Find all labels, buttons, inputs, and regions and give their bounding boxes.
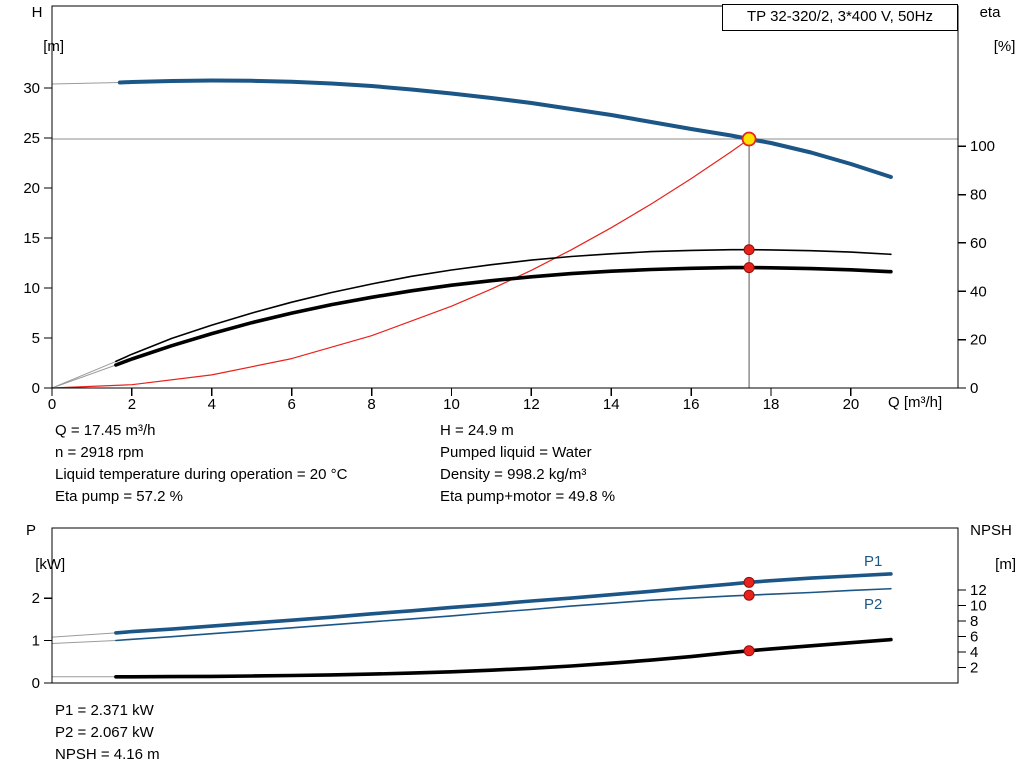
right-axis-tick-label: 12 (970, 582, 987, 599)
x-axis-tick-label: 20 (843, 396, 860, 413)
right-axis-tick-label: 100 (970, 138, 995, 155)
duty-info-right: H = 24.9 m Pumped liquid = Water Density… (440, 420, 615, 508)
x-axis-tick-label: 10 (443, 396, 460, 413)
plot-frame (51, 5, 959, 389)
curve-value-marker (743, 645, 755, 657)
left-axis-tick-label: 2 (32, 590, 40, 607)
head-axis-label: H [m] (14, 4, 64, 55)
p2-curve (115, 587, 892, 642)
npsh-axis-symbol: NPSH (970, 522, 1012, 539)
p1-curve-label: P1 (864, 553, 883, 570)
left-axis-tick-label: 20 (23, 180, 40, 197)
info-flow: Q = 17.45 m³/h (55, 422, 156, 439)
right-axis-tick-label: 40 (970, 283, 987, 300)
right-axis-tick-label: 60 (970, 235, 987, 252)
info-pumped-liquid: Pumped liquid = Water (440, 444, 592, 461)
x-axis-tick-label: 8 (367, 396, 375, 413)
right-axis-tick-label: 4 (970, 644, 978, 661)
info-p2: P2 = 2.067 kW (55, 724, 154, 741)
npsh-axis-unit: [m] (995, 556, 1017, 573)
head-curve-lead (51, 82, 120, 85)
info-liquid-temp: Liquid temperature during operation = 20… (55, 466, 348, 483)
right-axis-tick-label: 6 (970, 629, 978, 646)
info-npsh: NPSH = 4.16 m (55, 746, 160, 763)
eta-pump-curve (115, 248, 892, 363)
info-speed: n = 2918 rpm (55, 444, 144, 461)
power-axis-label: P [kW] (6, 522, 65, 573)
right-axis-tick-label: 20 (970, 332, 987, 349)
x-axis-tick-label: 0 (48, 396, 56, 413)
x-axis-tick-label: 16 (683, 396, 700, 413)
eta-pump-curve-lead (51, 360, 117, 389)
p2-curve-label: P2 (864, 596, 883, 613)
curve-value-marker (743, 262, 755, 274)
p1-curve-lead (51, 632, 116, 638)
info-p1: P1 = 2.371 kW (55, 702, 154, 719)
p1-curve (114, 572, 893, 635)
plot-frame (51, 527, 959, 684)
curve-value-marker (743, 576, 755, 588)
x-axis-tick-label: 4 (208, 396, 216, 413)
info-head: H = 24.9 m (440, 422, 514, 439)
eta-axis-symbol: eta (979, 4, 1001, 21)
left-axis-tick-label: 0 (32, 675, 40, 692)
npsh-axis-label: NPSH [m] (962, 522, 1020, 573)
npsh-curve (114, 637, 893, 679)
left-axis-tick-label: 25 (23, 130, 40, 147)
right-axis-tick-label: 80 (970, 187, 987, 204)
head-axis-unit: [m] (43, 38, 65, 55)
info-density: Density = 998.2 kg/m³ (440, 466, 587, 483)
left-axis-tick-label: 15 (23, 230, 40, 247)
right-axis-tick-label: 0 (970, 380, 978, 397)
head-efficiency-chart: 0 5 10 15 20 25 30 0 20 40 60 80 100 0 2 4 6 8 10 12 14 16 18 2… (23, 5, 995, 413)
duty-info-bottom: P1 = 2.371 kW P2 = 2.067 kW NPSH = 4.16 … (55, 700, 160, 766)
eta-pump-motor-curve (114, 265, 893, 367)
head-axis-symbol: H (31, 4, 43, 21)
left-axis-tick-label: 30 (23, 80, 40, 97)
left-axis-tick-label: 0 (32, 380, 40, 397)
power-axis-symbol: P (25, 522, 36, 539)
right-axis-tick-label: 2 (970, 660, 978, 677)
eta-axis-unit: [%] (993, 38, 1016, 55)
right-axis-tick-label: 10 (970, 598, 987, 615)
duty-info-left: Q = 17.45 m³/h n = 2918 rpm Liquid tempe… (55, 420, 347, 508)
x-axis-tick-label: 14 (603, 396, 620, 413)
x-axis-tick-label: 18 (763, 396, 780, 413)
curve-value-marker (743, 589, 755, 601)
eta-pump-motor-curve-lead (51, 364, 117, 389)
x-axis-tick-label: 2 (128, 396, 136, 413)
info-eta-pump: Eta pump = 57.2 % (55, 488, 183, 505)
duty-point-marker (741, 131, 757, 147)
info-eta-pump-motor: Eta pump+motor = 49.8 % (440, 488, 616, 505)
power-axis-unit: [kW] (35, 556, 66, 573)
right-axis-tick-label: 8 (970, 613, 978, 630)
head-curve (117, 78, 893, 179)
left-axis-tick-label: 5 (32, 330, 40, 347)
curve-value-marker (743, 244, 755, 256)
x-axis-tick-label: 6 (288, 396, 296, 413)
left-axis-tick-label: 1 (32, 633, 40, 650)
p2-curve-lead (51, 640, 116, 645)
flow-axis-label: Q [m³/h] (888, 394, 943, 411)
eta-axis-label: eta [%] (964, 4, 1016, 55)
left-axis-tick-label: 10 (23, 280, 40, 297)
x-axis-tick-label: 12 (523, 396, 540, 413)
chart-title-box: TP 32-320/2, 3*400 V, 50Hz (722, 4, 958, 31)
